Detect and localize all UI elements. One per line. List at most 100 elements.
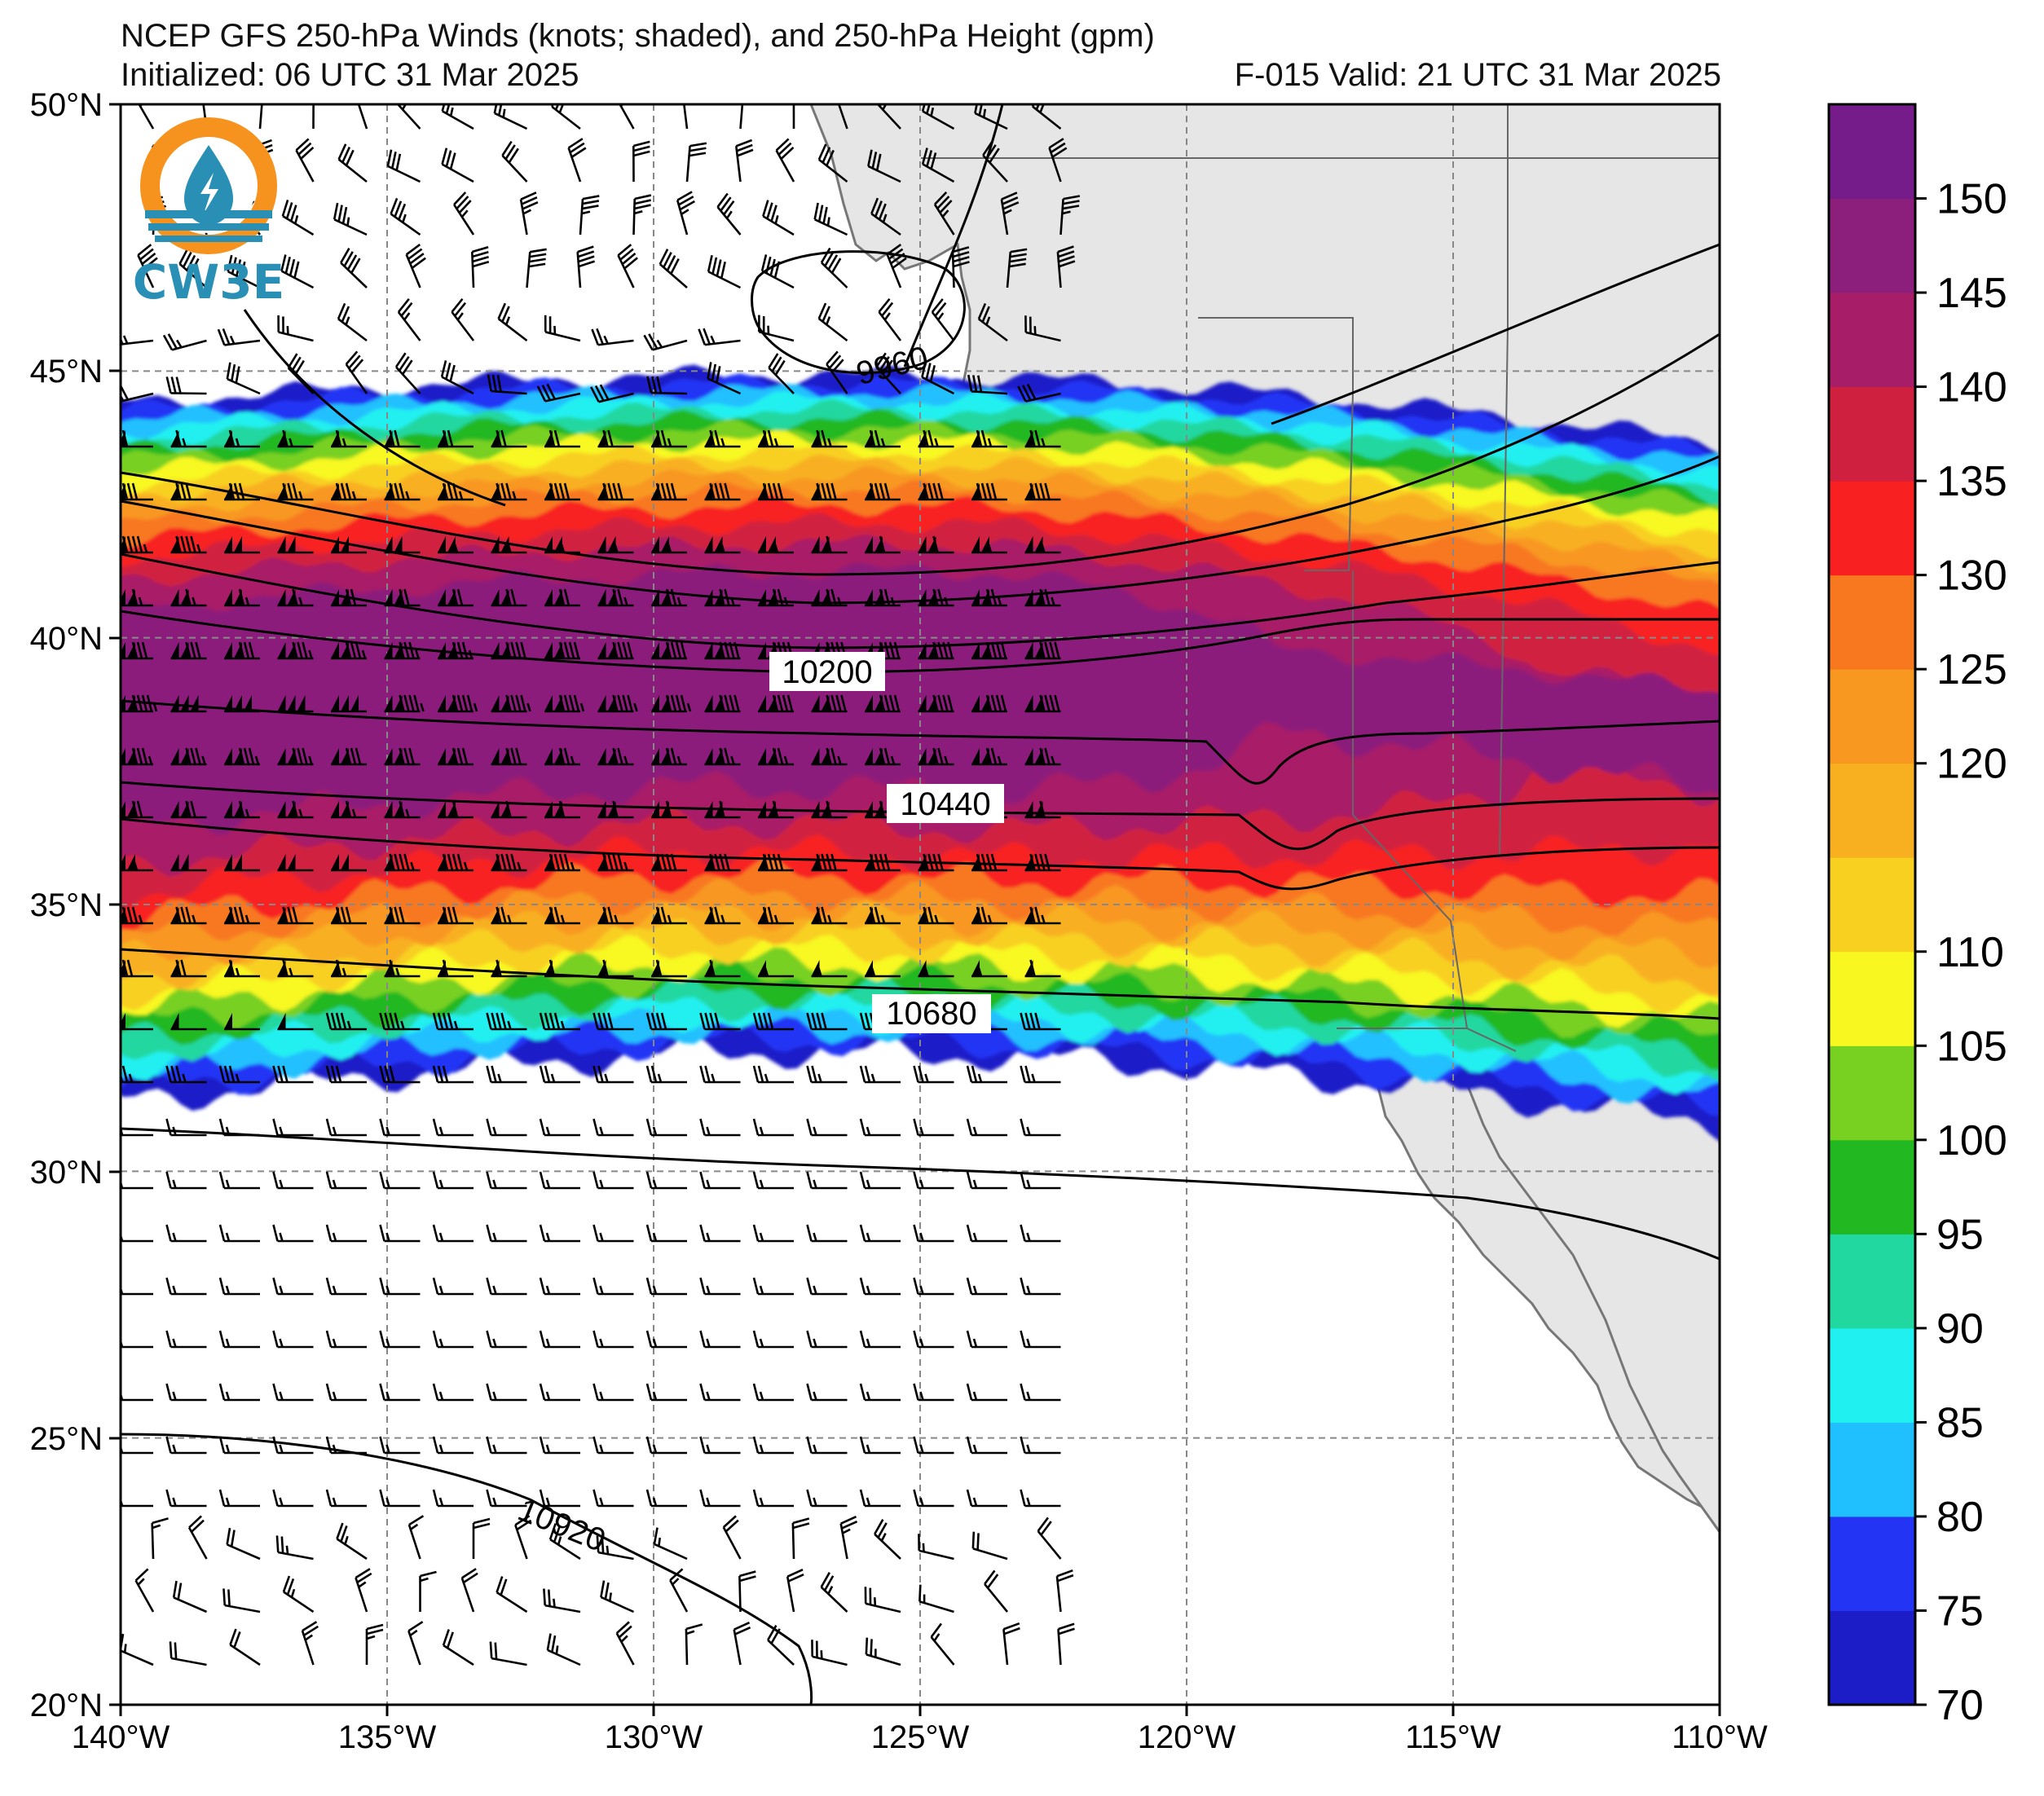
wind-barb	[1024, 482, 1061, 501]
lat-label: 40°N	[30, 621, 103, 657]
wind-barb	[1024, 853, 1061, 872]
wind-barb	[170, 641, 207, 660]
wind-barb	[806, 1330, 848, 1349]
logo-text: CW3E	[133, 254, 285, 310]
wind-barb	[384, 853, 421, 872]
wind-barb	[699, 1118, 741, 1137]
wind-barb	[791, 1517, 810, 1560]
wind-barb	[913, 1489, 954, 1508]
wind-barb	[224, 1013, 260, 1031]
wind-barb	[913, 1224, 954, 1243]
wind-barb	[277, 315, 314, 342]
colorbar-tick-label: 90	[1936, 1305, 1984, 1353]
wind-barb	[539, 1224, 580, 1243]
wind-barb	[218, 1383, 260, 1402]
colorbar-band	[1829, 951, 1915, 1046]
wind-barb	[878, 298, 902, 341]
wind-barb	[548, 1523, 581, 1560]
colorbar-tick-label: 125	[1936, 646, 2007, 693]
wind-barb	[826, 350, 848, 394]
wind-barb	[405, 244, 426, 288]
wind-barb	[277, 482, 314, 501]
wind-barb	[865, 535, 901, 554]
wind-barb	[514, 1515, 532, 1560]
wind-barb	[918, 641, 954, 660]
wind-barb	[419, 1570, 437, 1613]
wind-barb	[544, 641, 580, 660]
wind-barb	[258, 104, 264, 130]
wind-barb	[758, 800, 794, 819]
wind-barb	[739, 104, 745, 130]
wind-barb	[699, 1383, 741, 1402]
wind-barb	[277, 906, 314, 925]
wind-barb	[792, 104, 795, 130]
wind-barb	[651, 641, 687, 660]
contour-label-10680: 10680	[886, 996, 976, 1032]
wind-barb	[121, 1285, 153, 1296]
wind-barb	[592, 1065, 634, 1084]
wind-barb	[971, 694, 1007, 713]
wind-barb	[432, 1330, 474, 1349]
wind-barb	[379, 1065, 421, 1084]
wind-barb	[438, 482, 474, 501]
wind-barb	[651, 906, 687, 925]
wind-barb	[1020, 1118, 1061, 1137]
wind-barb	[579, 195, 600, 236]
wind-barb	[331, 854, 367, 872]
wind-barb	[280, 254, 315, 289]
wind-barb	[170, 800, 207, 819]
wind-barb	[600, 1580, 635, 1613]
wind-barb	[590, 384, 634, 403]
wind-barb	[592, 1436, 634, 1455]
wind-barb	[277, 429, 314, 448]
wind-barb	[544, 853, 580, 872]
wind-barb	[287, 353, 315, 394]
wind-barb	[539, 1118, 580, 1137]
lat-axis: 50°N 45°N 40°N 35°N 30°N 25°N 20°N	[30, 87, 1721, 1723]
wind-barb	[1020, 1171, 1061, 1190]
wind-barb	[162, 333, 207, 351]
wind-barb	[438, 747, 474, 766]
wind-barb	[1006, 248, 1028, 288]
colorbar	[1827, 103, 1917, 1706]
wind-barb	[651, 800, 687, 819]
wind-barb	[217, 328, 261, 346]
wind-barb	[1024, 906, 1061, 925]
colorbar-ticks: 150 145 140 135 130 125 120 110 105 100 95 90 85 80 75…	[1915, 176, 2007, 1729]
wind-barb	[591, 328, 634, 346]
wind-barb	[222, 1588, 261, 1613]
wind-barb	[384, 800, 421, 819]
wind-barb	[331, 747, 367, 766]
wind-barb	[984, 1569, 1009, 1613]
wind-barb	[645, 1330, 687, 1349]
wind-barb	[496, 1576, 528, 1613]
wind-barb	[786, 1569, 804, 1613]
wind-barb	[121, 482, 153, 501]
wind-barb	[758, 853, 794, 872]
wind-barb	[1020, 1065, 1061, 1084]
wind-barb	[811, 853, 848, 872]
wind-barb	[704, 906, 741, 925]
wind-barb	[491, 536, 527, 554]
wind-barb	[752, 1171, 794, 1190]
wind-barb	[811, 429, 848, 448]
wind-barb	[699, 1489, 741, 1508]
wind-barb	[440, 360, 474, 395]
wind-barb	[1020, 1436, 1061, 1455]
wind-barb	[544, 588, 580, 607]
lon-axis: 140°W 135°W 130°W 125°W 120°W 115°W 110°…	[72, 1719, 1768, 1755]
wind-barb	[918, 960, 954, 978]
wind-barb	[277, 536, 314, 554]
wind-barb	[859, 1383, 901, 1402]
wind-barb	[384, 482, 421, 501]
wind-barb	[165, 1489, 207, 1508]
wind-barb	[493, 104, 528, 130]
wind-barb	[806, 1436, 848, 1455]
wind-barb	[865, 588, 901, 607]
wind-barb	[546, 1633, 581, 1666]
wind-barb	[704, 588, 741, 607]
wind-barb	[432, 1489, 474, 1508]
wind-barb	[224, 429, 260, 448]
wind-barb	[272, 1224, 314, 1243]
wind-barb	[224, 959, 260, 978]
